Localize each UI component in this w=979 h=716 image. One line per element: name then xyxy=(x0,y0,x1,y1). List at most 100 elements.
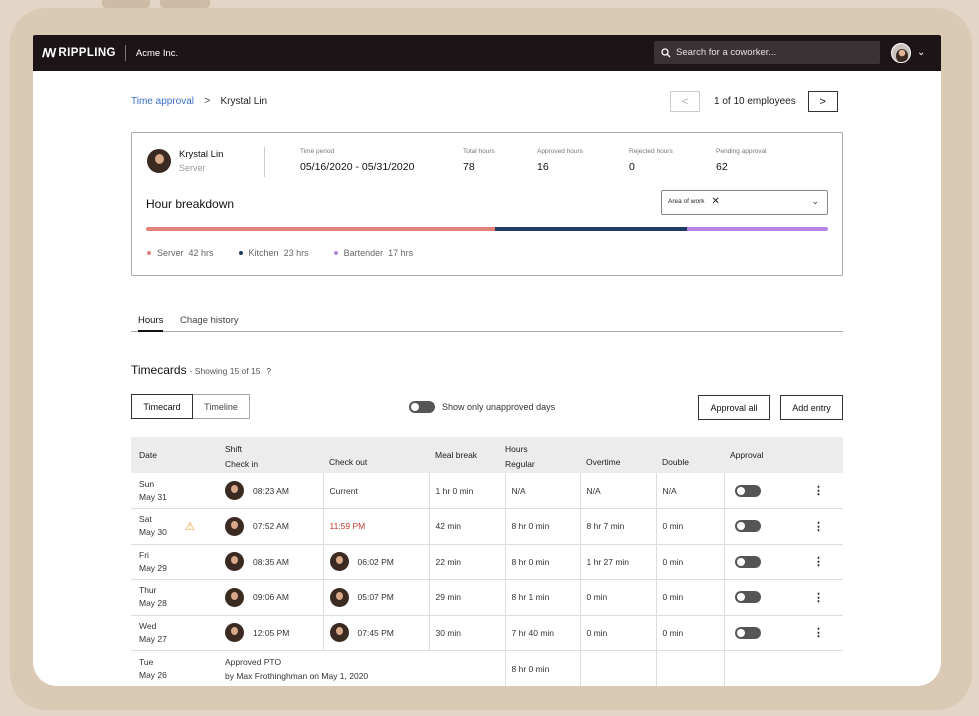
approval-toggle[interactable] xyxy=(734,484,761,497)
table-row[interactable]: Sun May 31 08:23 AM Current 1 hr 0 min N/… xyxy=(131,473,843,509)
check-in-cell: 09:06 AM xyxy=(225,579,323,616)
date-cell: Sat May 30 xyxy=(131,508,185,545)
date-cell: Thur May 28 xyxy=(131,579,185,616)
table-row[interactable]: Sat May 30 ⚠ 07:52 AM 11:59 PM 42 min 8 h… xyxy=(131,508,843,545)
row-day: Tue xyxy=(139,656,154,667)
check-out-cell: 06:02 PM xyxy=(322,544,429,580)
check-out-cell: Current xyxy=(322,473,429,509)
check-in-cell: 08:35 AM xyxy=(225,544,323,580)
chip-label: Area of work xyxy=(668,198,705,205)
timeline-view-button[interactable]: Timeline xyxy=(193,394,250,419)
stat-value: 16 xyxy=(537,161,549,173)
next-employee-button[interactable]: > xyxy=(807,91,838,112)
row-date: May 31 xyxy=(139,491,167,502)
meal-break-cell: 30 min xyxy=(428,615,505,651)
row-date: May 30 xyxy=(139,527,167,538)
avatar xyxy=(329,623,349,643)
divider xyxy=(264,147,265,177)
avatar xyxy=(225,623,244,643)
search-icon xyxy=(661,47,671,57)
unapproved-label: Show only unapproved days xyxy=(442,402,556,412)
table-row[interactable]: Fri May 29 08:35 AM 06:02 PM 22 min 8 hr … xyxy=(131,544,843,580)
row-date: May 29 xyxy=(139,562,167,573)
row-day: Wed xyxy=(139,620,157,631)
chevron-down-icon[interactable]: ⌄ xyxy=(917,47,926,58)
legend-hours: 42 hrs xyxy=(188,248,214,258)
approval-toggle[interactable] xyxy=(734,520,761,533)
timecards-header: Timecards - Showing 15 of 15 ? xyxy=(131,363,271,377)
more-icon[interactable]: ⋮ xyxy=(794,544,843,580)
coworker-search[interactable]: Search for a coworker... xyxy=(654,41,880,64)
more-icon[interactable]: ⋮ xyxy=(794,508,843,545)
check-out-time: 06:02 PM xyxy=(357,556,394,567)
header-regular: Regular xyxy=(505,459,535,469)
prev-employee-button[interactable]: < xyxy=(670,91,700,112)
legend-item-bartender: Bartender 17 hrs xyxy=(333,248,413,258)
double-cell xyxy=(655,650,724,686)
frame-top-tab xyxy=(102,0,150,8)
header-hours-label: Hours xyxy=(505,444,528,454)
header-shift-label: Shift xyxy=(225,444,243,454)
warning-cell: ⚠ xyxy=(185,508,225,545)
header-approval: Approval xyxy=(724,437,794,473)
help-icon[interactable]: ? xyxy=(266,367,271,376)
row-day: Fri xyxy=(139,549,149,560)
unapproved-filter[interactable]: Show only unapproved days xyxy=(409,401,555,413)
more-icon[interactable]: ⋮ xyxy=(794,615,843,651)
user-avatar[interactable] xyxy=(891,43,911,63)
logo-mark: ꟿ xyxy=(42,46,56,60)
date-cell: Tue May 26 xyxy=(131,651,185,687)
avatar xyxy=(329,552,349,572)
header-actions xyxy=(794,437,843,473)
regular-cell: 7 hr 40 min xyxy=(504,615,580,651)
breadcrumb-time-approval[interactable]: Time approval xyxy=(131,95,194,107)
hour-breakdown-bar xyxy=(146,227,828,231)
tab-change-history[interactable]: Chage history xyxy=(180,315,239,326)
check-out-time: Current xyxy=(329,485,358,496)
table-row-pto[interactable]: Tue May 26 Approved PTO by Max Frothinghma… xyxy=(131,650,843,687)
check-out-cell: 11:59 PM xyxy=(322,508,429,545)
top-navbar: ꟿ RIPPLING Acme Inc. Search for a cowork… xyxy=(33,35,941,71)
stat-value: 05/16/2020 - 05/31/2020 xyxy=(300,161,415,173)
rippling-logo[interactable]: ꟿ RIPPLING xyxy=(42,46,116,60)
avatar xyxy=(225,481,244,500)
breadcrumb: Time approval > Krystal Lin xyxy=(131,95,267,107)
legend-dot xyxy=(147,251,151,255)
table-row[interactable]: Wed May 27 12:05 PM 07:45 PM 30 min 7 hr … xyxy=(131,615,843,651)
approval-cell xyxy=(723,579,794,616)
regular-cell: 8 hr 0 min xyxy=(504,650,580,686)
chevron-down-icon[interactable]: ⌄ xyxy=(811,196,819,206)
area-of-work-select[interactable]: Area of work ✕ ⌄ xyxy=(661,190,828,215)
timecard-view-button[interactable]: Timecard xyxy=(131,394,193,419)
approval-cell xyxy=(723,473,794,509)
row-day: Thur xyxy=(139,585,157,596)
check-in-time: 08:35 AM xyxy=(253,556,289,567)
approval-toggle[interactable] xyxy=(734,626,761,639)
close-icon[interactable]: ✕ xyxy=(711,196,720,207)
more-icon[interactable]: ⋮ xyxy=(794,579,843,616)
more-icon[interactable]: ⋮ xyxy=(794,473,843,509)
stat-label: Rejected hours xyxy=(629,148,673,155)
stat-value: 0 xyxy=(629,161,635,173)
overtime-cell: 0 min xyxy=(579,579,656,616)
legend-dot xyxy=(333,251,338,255)
unapproved-toggle[interactable] xyxy=(409,401,435,413)
header-double: Double xyxy=(656,437,724,473)
check-out-time: 05:07 PM xyxy=(357,592,394,603)
approval-toggle[interactable] xyxy=(734,591,761,604)
frame-top-tab xyxy=(160,0,210,8)
approval-toggle[interactable] xyxy=(734,555,761,568)
add-entry-button[interactable]: Add entry xyxy=(780,395,843,420)
approve-all-button[interactable]: Approval all xyxy=(698,395,770,420)
approval-cell xyxy=(723,615,794,651)
warning-icon: ⚠ xyxy=(185,520,195,533)
check-in-time: 09:06 AM xyxy=(253,592,289,603)
avatar xyxy=(225,552,244,572)
tab-hours[interactable]: Hours xyxy=(138,315,164,332)
approval-cell xyxy=(723,544,794,580)
table-row[interactable]: Thur May 28 09:06 AM 05:07 PM 29 min 8 hr… xyxy=(131,579,843,616)
check-in-cell: 12:05 PM xyxy=(225,615,323,651)
actions-cell xyxy=(794,651,843,687)
warning-cell xyxy=(185,473,225,509)
meal-break-cell: 29 min xyxy=(428,579,505,616)
